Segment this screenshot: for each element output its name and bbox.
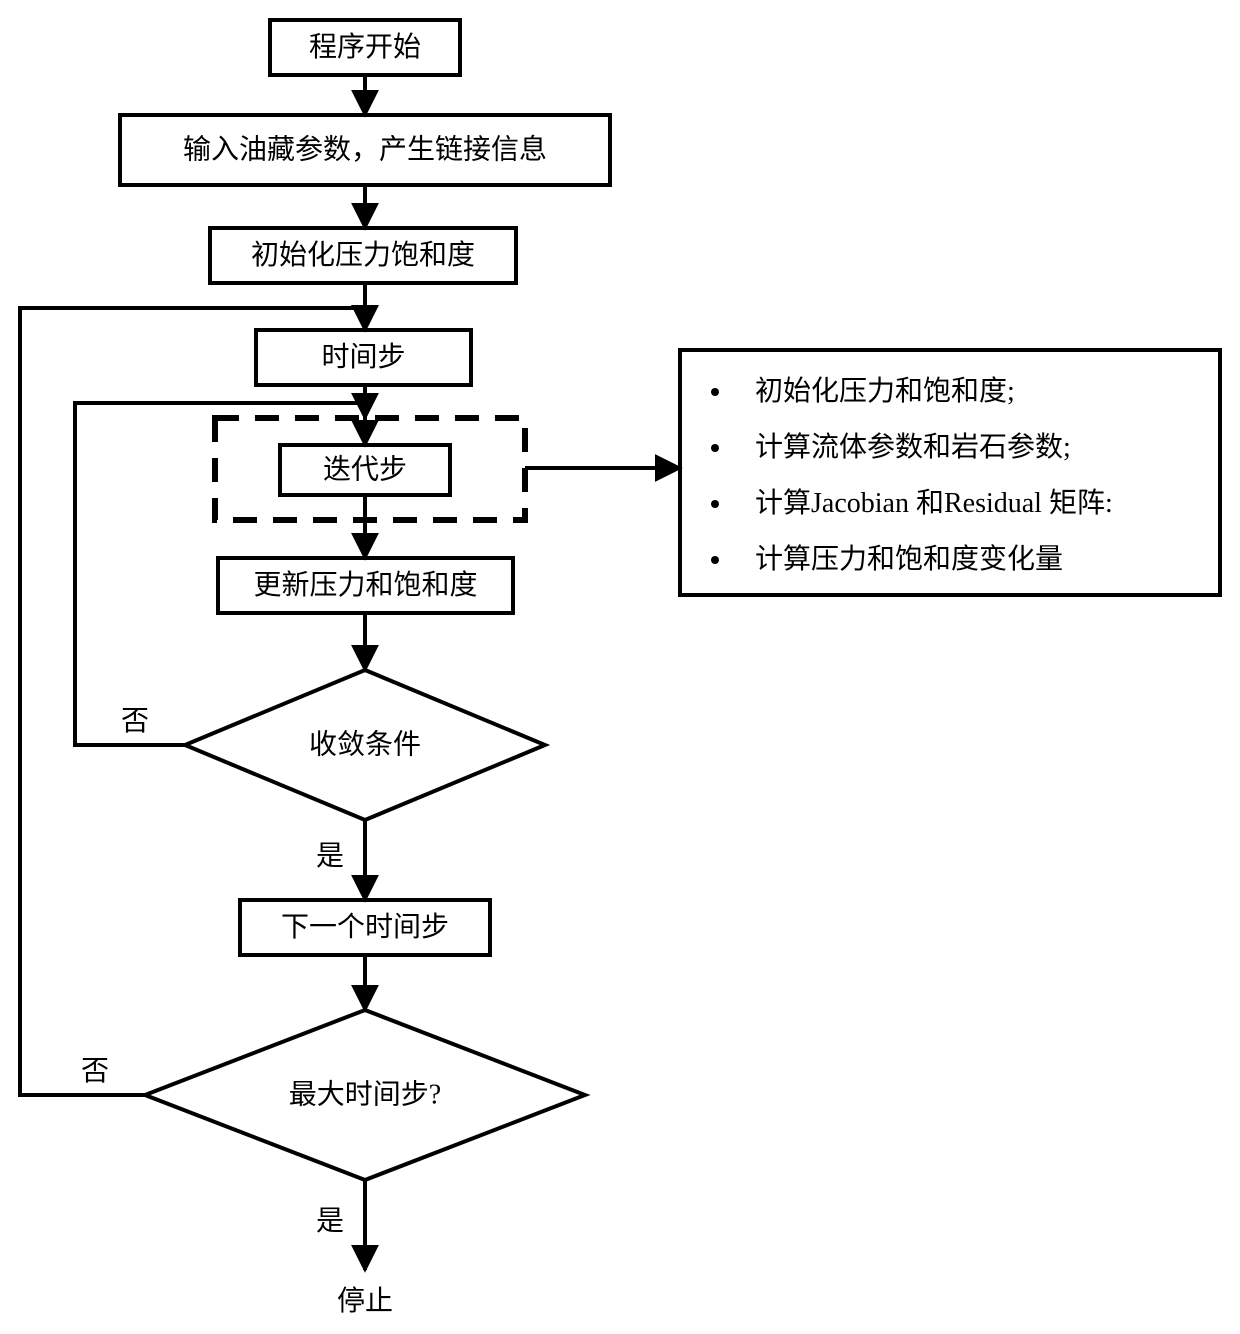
side-item-3: 计算压力和饱和度变化量 (755, 543, 1063, 575)
side-item-2: 计算Jacobian 和Residual 矩阵: (755, 487, 1113, 519)
edge-9-label: 否 (121, 706, 149, 737)
node-start-label: 程序开始 (309, 31, 421, 63)
side-item-0: 初始化压力和饱和度; (755, 375, 1015, 407)
edge-6-label: 是 (316, 841, 344, 872)
side-bullet-2 (711, 500, 719, 508)
node-input-label: 输入油藏参数，产生链接信息 (183, 134, 547, 166)
node-iter-label: 迭代步 (323, 454, 407, 486)
side-item-1: 计算流体参数和岩石参数; (755, 431, 1071, 463)
node-init-label: 初始化压力饱和度 (251, 239, 475, 271)
side-bullet-1 (711, 444, 719, 452)
side-bullet-3 (711, 556, 719, 564)
node-conv-label: 收敛条件 (309, 729, 421, 761)
node-next-label: 下一个时间步 (281, 911, 449, 943)
flowchart-canvas: 程序开始输入油藏参数，产生链接信息初始化压力饱和度时间步迭代步更新压力和饱和度收… (0, 0, 1240, 1329)
node-maxt-label: 最大时间步? (289, 1079, 441, 1111)
node-update-label: 更新压力和饱和度 (253, 569, 477, 601)
edge-8-label: 是 (316, 1206, 344, 1237)
side-bullet-0 (711, 388, 719, 396)
nodes-layer: 程序开始输入油藏参数，产生链接信息初始化压力饱和度时间步迭代步更新压力和饱和度收… (120, 20, 1220, 1317)
node-stop-label: 停止 (337, 1285, 393, 1317)
node-tstep-label: 时间步 (321, 341, 405, 373)
edge-10-label: 否 (81, 1056, 109, 1087)
